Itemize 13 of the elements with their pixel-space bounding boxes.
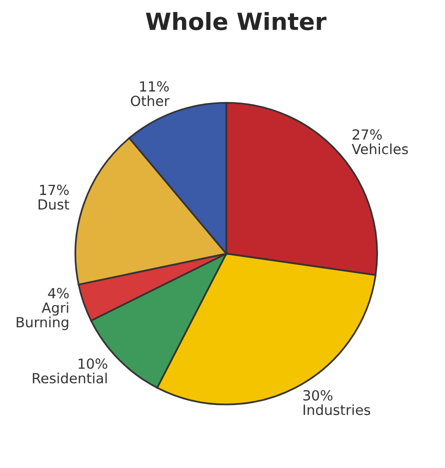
- slice-label: Other: [130, 95, 170, 106]
- slice-label: Vehicles: [352, 144, 408, 154]
- data-label: 10%: [78, 358, 108, 369]
- slice-label: Industries: [304, 404, 370, 416]
- slice-label: Dust: [38, 199, 70, 210]
- data-label: 4%: [48, 288, 69, 298]
- data-label: 27%: [352, 129, 382, 140]
- data-label: 30%: [303, 390, 332, 401]
- data-label: 11%: [140, 81, 169, 92]
- chart-title: Whole Winter: [146, 12, 326, 30]
- slice-label: Agri Burning: [16, 302, 68, 330]
- slice-label: Residential: [32, 372, 107, 384]
- data-label: 17%: [40, 184, 69, 196]
